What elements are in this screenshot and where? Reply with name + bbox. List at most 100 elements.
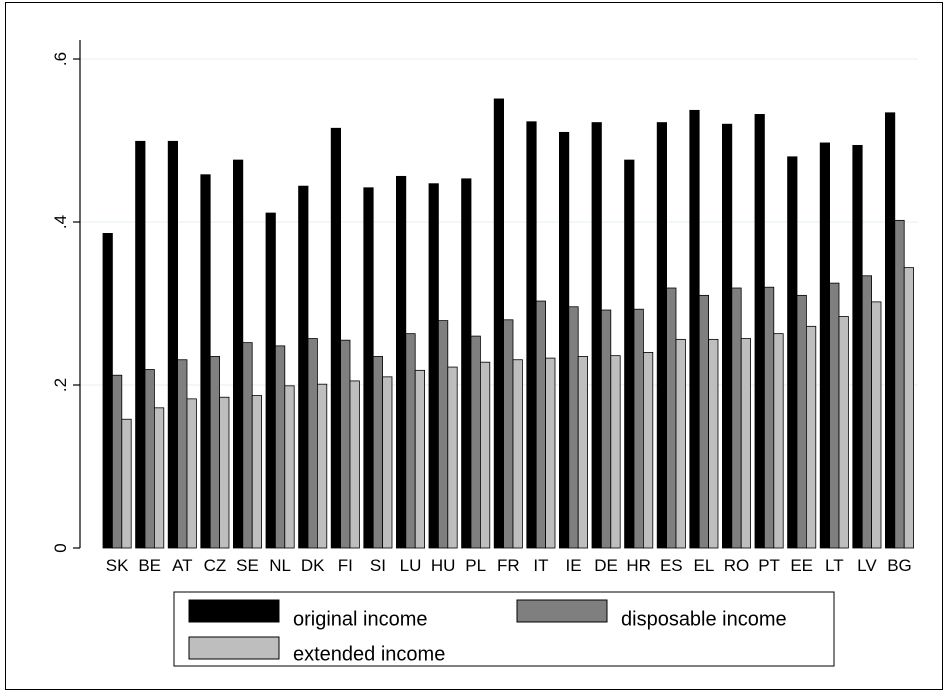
x-tick-label: DK [301,556,325,575]
y-tick-label: 0 [51,543,70,552]
bar-extended-income-DK [316,383,328,549]
x-tick-label: FR [497,556,520,575]
legend: original income disposable income extended… [173,591,835,667]
x-tick-label: HR [626,556,651,575]
bar-original-income-HU [428,183,439,549]
y-tick-label: .6 [51,52,70,66]
bar-extended-income-NL [284,385,295,549]
x-tick-label: PT [758,556,780,575]
bar-extended-income-IT [545,357,556,549]
y-axis-ticks: 0 .2 .4 .6 [51,52,80,553]
bar-original-income-IE [559,131,570,549]
x-tick-label: EL [694,556,715,575]
x-tick-label: IE [565,556,581,575]
bar-extended-income-RO [740,338,752,549]
bar-disposable-income-DK [307,338,318,549]
bar-original-income-AT [167,140,178,549]
x-axis-tick-labels: SK BE AT CZ SE NL DK FI SI LU HU PL FR IT IE DE HR ES EL RO… [106,556,912,575]
bar-extended-income-PL [479,361,491,549]
bar-disposable-income-BE [144,369,155,549]
x-tick-label: PL [465,556,486,575]
bar-disposable-income-SI [372,356,384,549]
bar-extended-income-PT [773,333,784,549]
x-tick-label: SE [236,556,259,575]
x-tick-label: LU [400,556,422,575]
x-tick-label: SI [370,556,386,575]
bar-extended-income-SE [251,395,262,549]
bar-extended-income-AT [186,398,197,549]
bar-original-income-FR [493,98,505,549]
bar-disposable-income-NL [274,345,286,549]
bar-disposable-income-LV [861,275,873,549]
bar-disposable-income-AT [177,359,188,549]
bar-original-income-SK [102,233,113,549]
bar-disposable-income-HR [633,308,644,549]
bar-original-income-RO [722,123,733,549]
bar-extended-income-LT [838,316,849,549]
bars [102,98,915,549]
x-tick-label: LT [825,556,844,575]
bar-original-income-SI [363,187,374,549]
legend-label-disposable-income: disposable income [621,608,787,630]
bar-original-income-EE [787,156,798,549]
bar-extended-income-IE [577,356,589,549]
bar-disposable-income-HU [437,320,449,549]
bar-extended-income-DE [610,355,621,549]
x-tick-label: FI [338,556,353,575]
bar-disposable-income-IE [568,306,579,549]
bar-disposable-income-RO [731,287,742,549]
legend-box [173,591,835,667]
bar-disposable-income-ES [666,287,677,549]
bar-original-income-FI [330,127,342,549]
bar-original-income-DK [298,185,309,549]
x-tick-label: NL [269,556,291,575]
bar-disposable-income-FR [503,319,514,549]
bar-extended-income-LU [414,369,426,549]
bar-extended-income-FR [512,359,523,549]
bar-disposable-income-SE [242,342,253,549]
bar-original-income-PT [754,114,765,549]
bar-original-income-LV [852,144,863,549]
bar-original-income-NL [265,212,276,549]
bar-disposable-income-DE [601,309,612,549]
bar-original-income-LT [819,142,831,549]
bar-disposable-income-FI [340,339,351,549]
x-tick-label: BE [138,556,161,575]
bar-original-income-PL [461,178,472,549]
bar-extended-income-CZ [219,396,230,549]
bar-original-income-EL [689,109,700,549]
bar-disposable-income-LU [405,333,416,549]
bar-original-income-ES [656,122,668,549]
bar-disposable-income-BG [894,219,905,549]
bar-disposable-income-PL [470,335,481,549]
bar-disposable-income-IT [535,300,547,549]
bar-extended-income-EL [708,338,719,549]
bar-original-income-SE [232,159,244,549]
bar-extended-income-SI [382,376,393,549]
x-tick-label: AT [172,556,192,575]
x-tick-label: HU [431,556,456,575]
x-tick-label: DE [594,556,618,575]
bar-original-income-HR [624,159,635,549]
bar-original-income-CZ [200,174,211,549]
bar-original-income-IT [526,121,537,549]
x-tick-label: EE [790,556,813,575]
x-tick-label: RO [724,556,750,575]
x-tick-label: ES [660,556,683,575]
bar-original-income-DE [591,122,602,549]
bar-extended-income-BE [153,407,165,549]
bar-disposable-income-SK [112,374,123,549]
bar-extended-income-ES [675,338,686,549]
legend-key-original-income [188,599,280,623]
y-tick-label: .4 [51,215,70,229]
bar-extended-income-EE [806,325,817,549]
bar-original-income-BG [885,112,896,549]
bar-extended-income-HR [643,351,654,549]
bar-original-income-BE [135,140,146,549]
legend-key-extended-income [188,636,280,660]
bar-disposable-income-PT [764,286,775,549]
bar-extended-income-SK [121,418,132,549]
bar-extended-income-FI [349,380,360,549]
x-tick-label: SK [106,556,129,575]
